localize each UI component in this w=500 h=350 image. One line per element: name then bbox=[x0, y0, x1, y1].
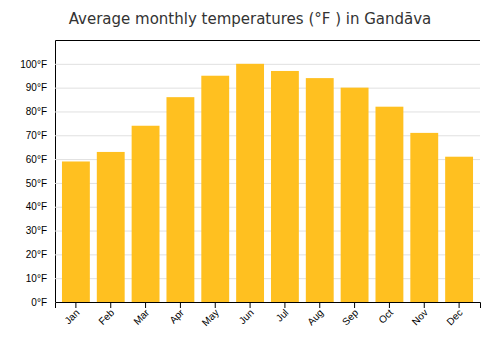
bar bbox=[62, 161, 90, 302]
x-tick-mark bbox=[215, 302, 216, 308]
x-tick-label: Apr bbox=[167, 306, 186, 325]
bar bbox=[410, 133, 438, 302]
x-axis: Jan Feb Mar Apr May Jun Jul Aug Sep Oct Nov Dec bbox=[56, 302, 481, 328]
x-tick: Mar bbox=[131, 302, 151, 327]
x-tick: Dec bbox=[444, 302, 464, 327]
bar bbox=[271, 71, 299, 302]
y-tick-label: 10°F bbox=[26, 273, 47, 284]
x-tick-label: Jun bbox=[237, 307, 256, 326]
x-tick-mark bbox=[354, 302, 355, 308]
y-tick-label: 30°F bbox=[26, 225, 47, 236]
y-tick-label: 0°F bbox=[31, 297, 47, 308]
x-axis-line bbox=[56, 303, 481, 309]
x-tick: Jun bbox=[237, 302, 256, 326]
x-tick-label: Oct bbox=[376, 307, 395, 326]
x-tick: Aug bbox=[305, 302, 325, 327]
x-tick-label: Jul bbox=[274, 307, 291, 324]
x-tick-mark bbox=[145, 302, 146, 308]
x-tick-label: Jan bbox=[62, 307, 81, 326]
x-tick-mark bbox=[180, 302, 181, 308]
bar bbox=[132, 126, 160, 302]
x-tick-label: Aug bbox=[305, 307, 325, 327]
x-tick-mark bbox=[424, 302, 425, 308]
y-axis-line bbox=[56, 41, 481, 303]
y-tick-label: 40°F bbox=[26, 201, 47, 212]
y-tick-label: 50°F bbox=[26, 178, 47, 189]
bar bbox=[341, 88, 369, 302]
x-tick-mark bbox=[284, 302, 285, 308]
bar bbox=[306, 78, 334, 302]
bar bbox=[375, 107, 403, 302]
x-tick: Sep bbox=[340, 302, 361, 327]
grid-line bbox=[55, 111, 480, 112]
x-tick-mark bbox=[110, 302, 111, 308]
y-axis: 0°F 10°F 20°F 30°F 40°F 50°F 60°F 70°F 80°F 90°F 1… bbox=[20, 41, 480, 308]
x-tick: Feb bbox=[96, 302, 116, 327]
bar bbox=[201, 76, 229, 302]
x-tick-label: Dec bbox=[444, 307, 464, 327]
bars bbox=[62, 64, 473, 302]
x-tick: Jul bbox=[274, 302, 291, 324]
x-tick-mark bbox=[75, 302, 76, 308]
x-tick-mark bbox=[250, 302, 251, 308]
plot: 0°F 10°F 20°F 30°F 40°F 50°F 60°F 70°F 80°F 90°F 1… bbox=[20, 41, 480, 329]
x-tick-label: Sep bbox=[340, 307, 361, 328]
y-tick-label: 90°F bbox=[26, 82, 47, 93]
x-tick-label: May bbox=[200, 307, 221, 328]
y-tick-label: 70°F bbox=[26, 130, 47, 141]
x-tick-mark bbox=[459, 302, 460, 308]
grid-line bbox=[55, 64, 480, 65]
x-tick: Nov bbox=[410, 302, 430, 327]
bar bbox=[97, 152, 125, 302]
grid-line bbox=[55, 88, 480, 89]
bar bbox=[236, 64, 264, 302]
x-tick-label: Nov bbox=[410, 307, 430, 327]
y-tick-label: 80°F bbox=[26, 106, 47, 117]
y-tick-label: 20°F bbox=[26, 249, 47, 260]
x-tick: Jan bbox=[62, 302, 81, 326]
title: Average monthly temperatures (°F ) in Ga… bbox=[69, 10, 432, 28]
bar bbox=[445, 157, 473, 302]
chart: Average monthly temperatures (°F ) in Ga… bbox=[0, 0, 500, 350]
x-tick: May bbox=[200, 302, 221, 328]
y-tick-label: 100°F bbox=[20, 59, 47, 70]
x-tick: Oct bbox=[376, 302, 395, 326]
x-tick-mark bbox=[319, 302, 320, 308]
x-tick-mark bbox=[389, 302, 390, 308]
x-tick: Apr bbox=[167, 302, 186, 326]
x-tick-label: Feb bbox=[96, 307, 116, 327]
x-tick-label: Mar bbox=[131, 306, 151, 326]
bar bbox=[166, 97, 194, 302]
y-tick-label: 60°F bbox=[26, 154, 47, 165]
